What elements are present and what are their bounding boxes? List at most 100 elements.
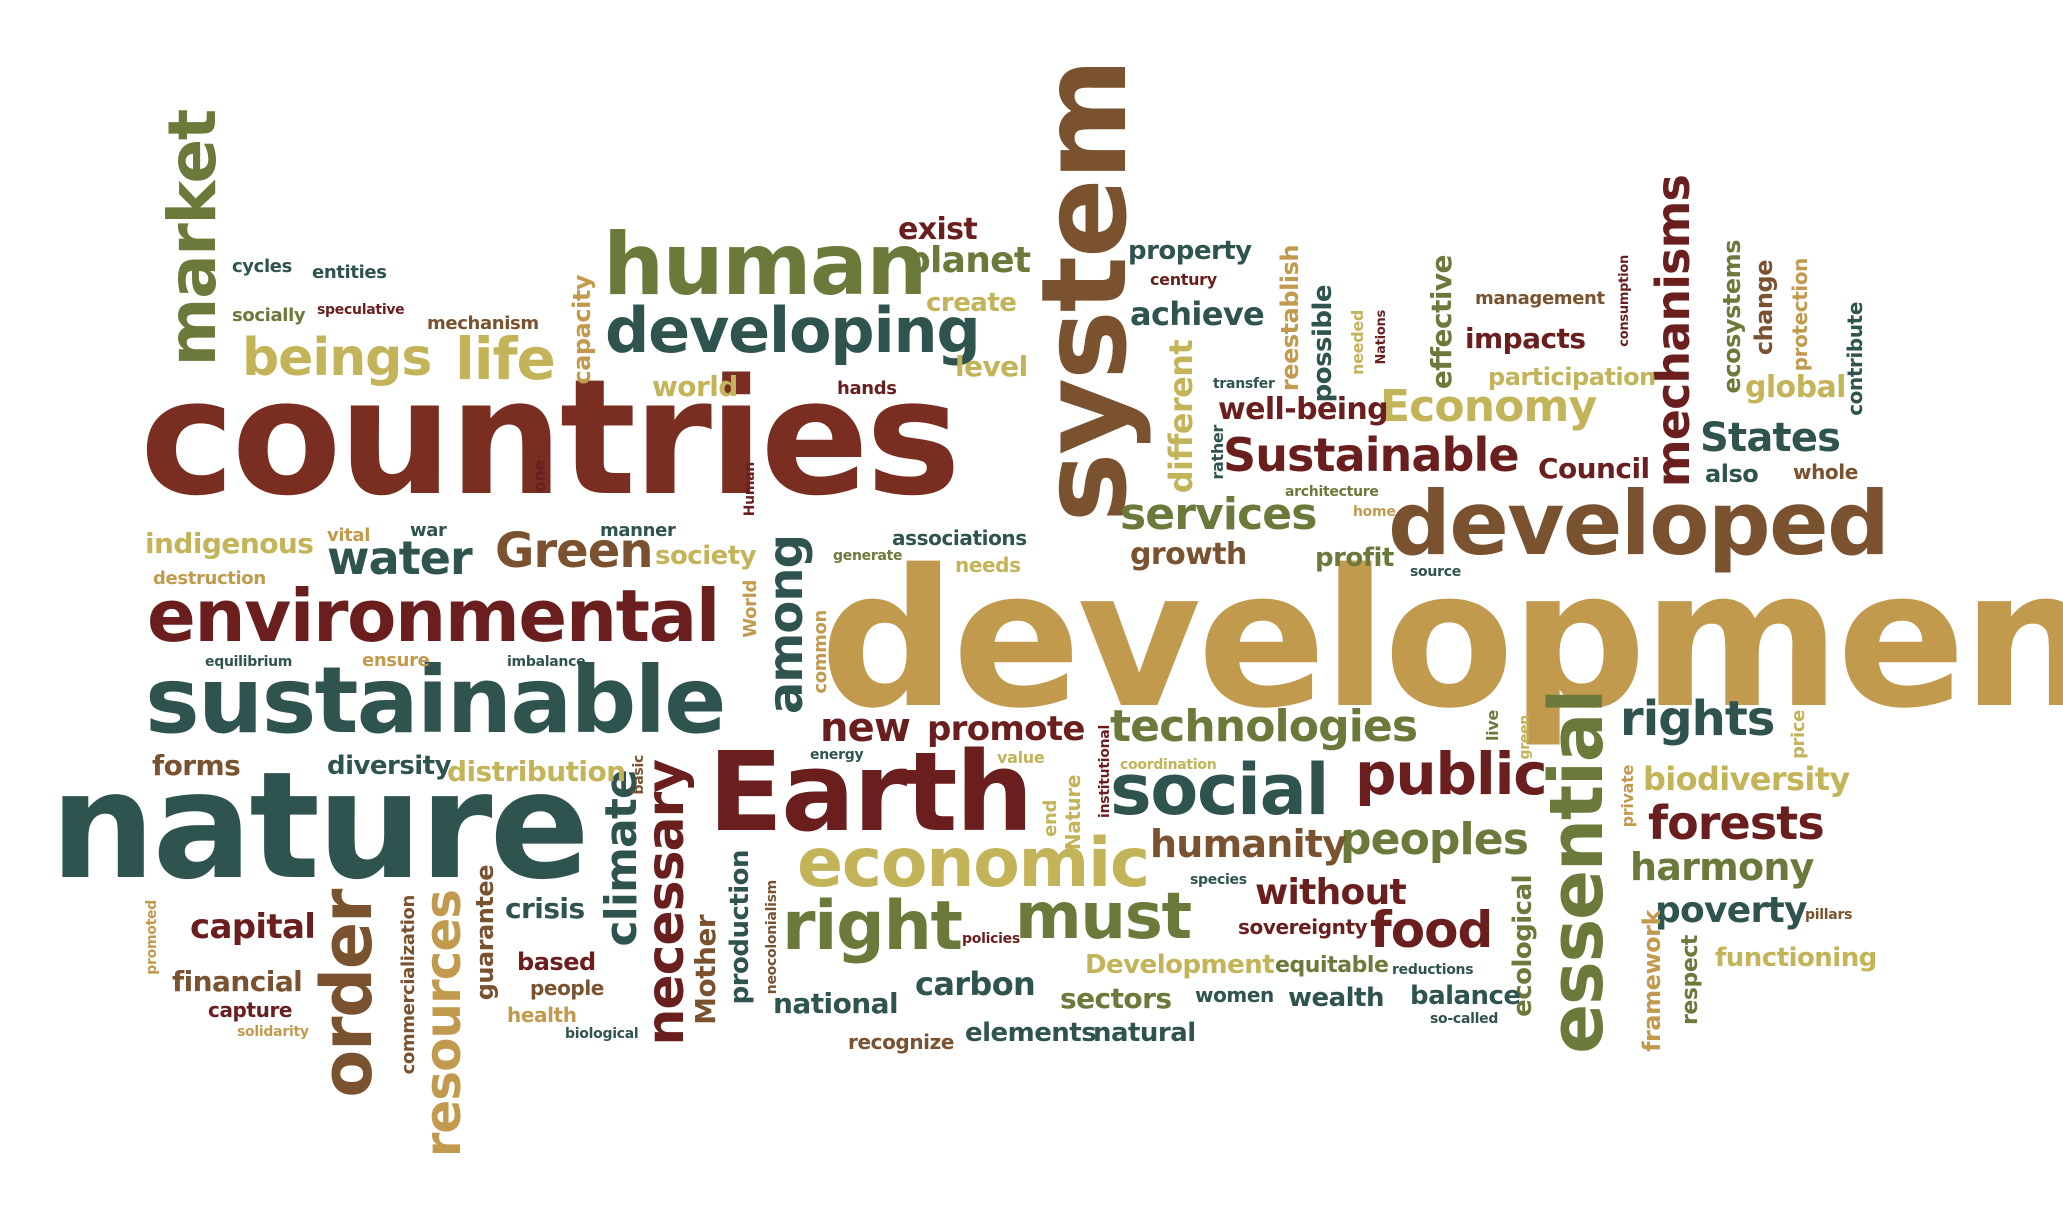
- word-war: war: [410, 520, 447, 541]
- word-home: home: [1353, 504, 1396, 520]
- word-generate: generate: [833, 548, 903, 564]
- word-technologies: technologies: [1110, 701, 1418, 752]
- word-participation: participation: [1488, 363, 1656, 391]
- word-society: society: [655, 541, 757, 571]
- word-economic: economic: [797, 824, 1150, 903]
- word-world: world: [652, 370, 738, 403]
- word-world-cap: World: [740, 580, 761, 638]
- word-nature: nature: [50, 740, 590, 912]
- word-so-called: so-called: [1430, 1011, 1499, 1027]
- word-crisis: crisis: [505, 892, 585, 925]
- word-coordination: coordination: [1120, 757, 1217, 773]
- word-create: create: [926, 288, 1017, 318]
- word-pillars: pillars: [1805, 907, 1853, 923]
- word-essential: essential: [1534, 690, 1620, 1054]
- word-poverty: poverty: [1655, 890, 1808, 931]
- word-needed: needed: [1348, 310, 1367, 375]
- word-human: human: [603, 215, 927, 315]
- word-economy: Economy: [1380, 381, 1597, 432]
- word-respect: respect: [1678, 935, 1703, 1026]
- word-imbalance: imbalance: [507, 654, 586, 670]
- word-promoted: promoted: [144, 900, 160, 975]
- word-new: new: [820, 705, 911, 751]
- word-natural: natural: [1093, 1018, 1196, 1048]
- word-beings: beings: [242, 328, 432, 388]
- word-capital: capital: [190, 907, 316, 947]
- word-hands: hands: [837, 378, 897, 399]
- word-sectors: sectors: [1060, 982, 1172, 1015]
- word-entities: entities: [312, 262, 387, 283]
- word-also: also: [1705, 460, 1759, 488]
- word-commercialization: commercialization: [398, 895, 419, 1075]
- word-needs: needs: [955, 553, 1021, 577]
- word-source: source: [1410, 564, 1461, 580]
- word-without: without: [1255, 872, 1407, 913]
- word-earth: Earth: [708, 728, 1034, 856]
- word-ecosystems: ecosystems: [1718, 240, 1746, 394]
- word-end: end: [1040, 800, 1061, 837]
- word-equilibrium: equilibrium: [205, 654, 293, 670]
- word-common: common: [810, 610, 831, 694]
- word-effective: effective: [1425, 255, 1458, 390]
- word-management: management: [1475, 288, 1605, 309]
- word-biodiversity: biodiversity: [1643, 760, 1850, 798]
- word-consumption: consumption: [1617, 255, 1632, 347]
- word-financial: financial: [172, 965, 303, 998]
- word-people: people: [530, 976, 604, 1000]
- word-transfer: transfer: [1213, 376, 1275, 392]
- word-manner: manner: [600, 520, 676, 541]
- word-system: system: [1015, 60, 1153, 523]
- word-necessary: necessary: [636, 760, 696, 1046]
- word-reductions: reductions: [1392, 962, 1474, 978]
- word-capture: capture: [208, 998, 293, 1022]
- word-vital: vital: [327, 525, 371, 546]
- word-species: species: [1190, 872, 1247, 888]
- word-well-being: well-being: [1218, 392, 1389, 427]
- word-speculative: speculative: [317, 302, 405, 318]
- word-developed: developed: [1388, 472, 1890, 575]
- word-ensure: ensure: [362, 650, 430, 671]
- word-contribute: contribute: [1843, 302, 1867, 416]
- word-whole: whole: [1793, 460, 1858, 484]
- word-peoples: peoples: [1340, 814, 1529, 865]
- word-socially: socially: [232, 305, 306, 326]
- word-energy: energy: [810, 747, 864, 763]
- word-rights: rights: [1620, 691, 1775, 747]
- word-mechanisms: mechanisms: [1646, 175, 1700, 488]
- word-different: different: [1162, 340, 1200, 494]
- word-institutional: institutional: [1097, 725, 1113, 818]
- word-development: development: [820, 529, 2063, 750]
- word-harmony: harmony: [1630, 845, 1814, 889]
- word-associations: associations: [892, 526, 1027, 550]
- word-value: value: [997, 748, 1045, 767]
- word-distribution: distribution: [447, 755, 626, 788]
- word-functioning: functioning: [1715, 943, 1877, 973]
- word-among: among: [758, 535, 814, 715]
- word-production: production: [725, 850, 755, 1005]
- word-cycles: cycles: [232, 256, 293, 277]
- word-possible: possible: [1308, 285, 1338, 403]
- word-policies: policies: [962, 931, 1020, 947]
- word-order: order: [306, 890, 388, 1098]
- word-market: market: [154, 110, 231, 367]
- word-destruction: destruction: [153, 568, 266, 589]
- word-states: States: [1700, 415, 1841, 461]
- word-promote: promote: [927, 709, 1085, 749]
- word-guarantee: guarantee: [471, 865, 499, 1001]
- word-sustainable-cap: Sustainable: [1223, 428, 1520, 482]
- word-solidarity: solidarity: [237, 1024, 309, 1040]
- word-green: Green: [495, 523, 654, 579]
- word-reestablish: reestablish: [1276, 245, 1304, 392]
- word-change: change: [1750, 260, 1778, 356]
- word-development-cap: Development: [1085, 950, 1275, 980]
- word-architecture: architecture: [1285, 484, 1379, 500]
- word-health: health: [507, 1003, 577, 1027]
- word-based: based: [517, 948, 596, 976]
- word-live: live: [1483, 710, 1502, 741]
- word-diversity: diversity: [327, 751, 452, 781]
- word-green-lower: green: [1517, 715, 1533, 760]
- word-must: must: [1015, 880, 1192, 954]
- word-capacity: capacity: [568, 275, 596, 385]
- word-forests: forests: [1648, 796, 1825, 850]
